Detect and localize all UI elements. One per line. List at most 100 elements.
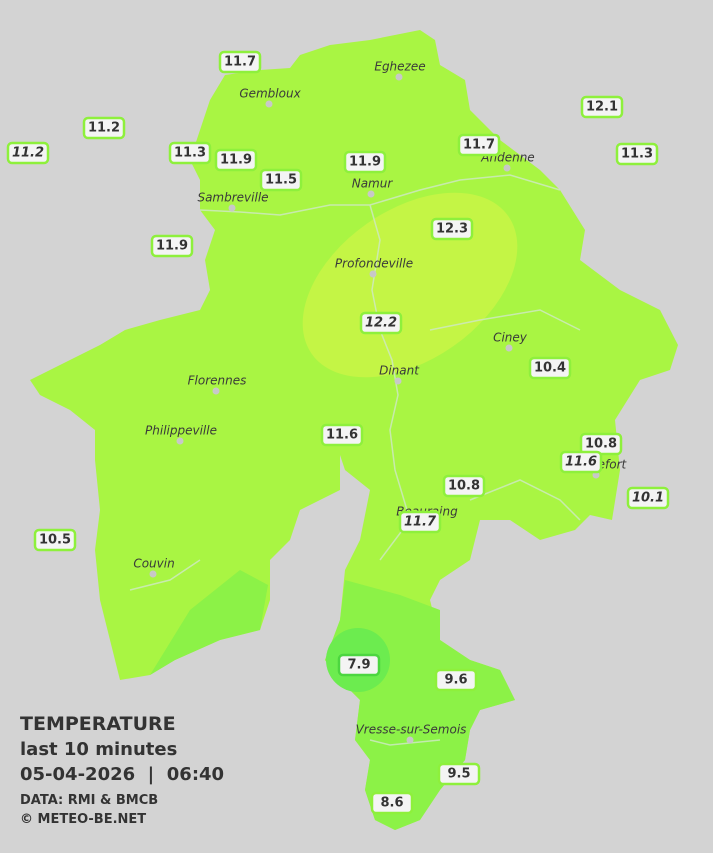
city-dot bbox=[367, 190, 375, 198]
copyright: © METEO-BE.NET bbox=[20, 812, 146, 827]
city-dot bbox=[503, 164, 511, 172]
station: 11.7 bbox=[398, 510, 442, 534]
city-dot bbox=[505, 344, 513, 352]
station-box bbox=[150, 234, 194, 258]
station-value: 8.6 bbox=[380, 796, 403, 811]
station: 11.9 bbox=[343, 150, 387, 174]
station: 10.4 bbox=[528, 356, 572, 380]
station: 11.3 bbox=[615, 142, 659, 166]
station: 11.2 bbox=[6, 141, 50, 165]
station-box bbox=[218, 50, 262, 74]
station: 8.6 bbox=[370, 791, 414, 815]
station-box bbox=[437, 762, 481, 786]
legend-subtitle: last 10 minutes bbox=[20, 739, 177, 760]
city-label: Profondeville bbox=[335, 257, 413, 271]
station-box bbox=[528, 356, 572, 380]
station-value: 11.5 bbox=[265, 173, 297, 188]
rivers bbox=[129, 174, 581, 746]
station-box bbox=[6, 141, 50, 165]
city-label: Florennes bbox=[188, 374, 247, 388]
station-value: 10.1 bbox=[632, 491, 664, 506]
city-label: Sambreville bbox=[197, 191, 268, 205]
station-box bbox=[559, 450, 603, 474]
station-value: 11.6 bbox=[565, 455, 597, 470]
data-credit: DATA: RMI & BMCB bbox=[20, 793, 158, 808]
city-label: Ciney bbox=[493, 331, 528, 345]
station-value: 11.9 bbox=[156, 239, 188, 254]
station-box bbox=[615, 142, 659, 166]
city-label: Philippeville bbox=[145, 424, 217, 438]
city-dot bbox=[212, 387, 220, 395]
station-box bbox=[626, 486, 670, 510]
legend-title: TEMPERATURE bbox=[20, 713, 176, 735]
station: 11.7 bbox=[457, 133, 501, 157]
station-box bbox=[442, 474, 486, 498]
station-box bbox=[343, 150, 387, 174]
station-value: 9.5 bbox=[447, 767, 470, 782]
station-box bbox=[457, 133, 501, 157]
station-box bbox=[82, 116, 126, 140]
station-value: 11.7 bbox=[224, 55, 256, 70]
city-dot bbox=[369, 270, 377, 278]
station-box bbox=[370, 791, 414, 815]
station: 10.8 bbox=[442, 474, 486, 498]
station: 10.1 bbox=[626, 486, 670, 510]
city-label: Couvin bbox=[133, 557, 174, 571]
station: 12.3 bbox=[430, 217, 474, 241]
city-dot bbox=[176, 437, 184, 445]
city-dot bbox=[406, 736, 414, 744]
station-box bbox=[33, 528, 77, 552]
station: 11.7 bbox=[218, 50, 262, 74]
city-label: Eghezee bbox=[374, 60, 425, 74]
station-box bbox=[580, 95, 624, 119]
city-dot bbox=[395, 73, 403, 81]
city-label: Vresse-sur-Semois bbox=[356, 723, 467, 737]
city-dot bbox=[265, 100, 273, 108]
station-box bbox=[434, 668, 478, 692]
city-dot bbox=[394, 377, 402, 385]
station-value: 11.9 bbox=[349, 155, 381, 170]
station-box bbox=[337, 653, 381, 677]
station-value: 10.8 bbox=[448, 479, 480, 494]
station-value: 12.1 bbox=[586, 100, 618, 115]
station: 11.5 bbox=[259, 168, 303, 192]
station-value: 11.7 bbox=[463, 138, 495, 153]
station-value: 11.2 bbox=[12, 146, 44, 161]
station: 7.9 bbox=[337, 653, 381, 677]
station: 11.3 bbox=[168, 141, 212, 165]
station-value: 7.9 bbox=[347, 658, 370, 673]
station: 11.6 bbox=[559, 450, 603, 474]
legend-datetime: 05-04-2026 | 06:40 bbox=[20, 764, 224, 785]
station: 11.2 bbox=[82, 116, 126, 140]
station: 9.6 bbox=[434, 668, 478, 692]
station: 10.5 bbox=[33, 528, 77, 552]
city-label: Gembloux bbox=[239, 87, 301, 101]
station-box bbox=[430, 217, 474, 241]
station-box bbox=[320, 423, 364, 447]
stations: 11.7 11.2 11.2 11.3 11.9 11.5 11.9 11.7 12.1 11.3… bbox=[6, 50, 670, 815]
station-value: 10.4 bbox=[534, 361, 566, 376]
station-value: 10.8 bbox=[585, 437, 617, 452]
station-box bbox=[259, 168, 303, 192]
station-value: 11.3 bbox=[174, 146, 206, 161]
station-value: 11.9 bbox=[220, 153, 252, 168]
station: 12.2 bbox=[359, 311, 403, 335]
station-value: 11.7 bbox=[404, 515, 437, 530]
station-value: 11.2 bbox=[88, 121, 120, 136]
city-dot bbox=[149, 570, 157, 578]
station: 11.9 bbox=[150, 234, 194, 258]
station: 11.9 bbox=[214, 148, 258, 172]
station-value: 9.6 bbox=[444, 673, 467, 688]
station: 9.5 bbox=[437, 762, 481, 786]
station-value: 11.6 bbox=[326, 428, 358, 443]
city-label: Namur bbox=[352, 177, 394, 191]
station-box bbox=[398, 510, 442, 534]
city-dot bbox=[228, 204, 236, 212]
station-value: 12.2 bbox=[365, 316, 397, 331]
cool-zone bbox=[150, 570, 268, 675]
city-label: Dinant bbox=[379, 364, 420, 378]
station: 12.1 bbox=[580, 95, 624, 119]
station-value: 10.5 bbox=[39, 533, 71, 548]
station-box bbox=[359, 311, 403, 335]
